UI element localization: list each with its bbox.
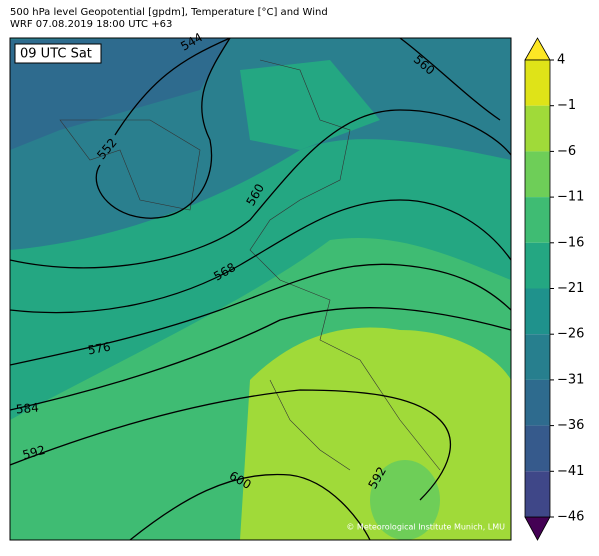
coastline [249,59,441,471]
contour [10,389,452,501]
colorbar-tick-label: −6 [557,144,576,159]
contour [10,263,511,366]
colorbar-segment [525,197,550,243]
contour-label: 592 [21,443,47,462]
colorbar-segment [525,105,550,152]
colorbar-tick-label: −46 [557,510,584,525]
map-frame [9,37,512,541]
credit: © Meteorological Institute Munich, LMU [346,523,505,532]
colorbar-segment [525,334,550,380]
colorbar-tick-label: −26 [557,327,584,342]
coastline [59,119,201,211]
contour [10,307,511,411]
contour-label: 584 [15,401,39,417]
colorbar-tick-label: 4 [557,53,565,68]
colorbar-segment [525,288,550,335]
colorbar-extend [524,516,551,541]
colorbar-segment [525,60,550,106]
title: 500 hPa level Geopotential [gpdm], Tempe… [10,7,328,18]
map: 09 UTC Sat 544 552 560 560 568 576 584 5… [9,30,512,541]
colorbar-segment [525,471,550,517]
warm-region [370,460,440,540]
warm-region [240,327,511,540]
contour [95,38,231,219]
colorbar-extend [524,37,551,61]
contour [114,38,231,136]
cold-region [10,38,230,150]
colorbar-tick-label: −11 [557,190,584,205]
colorbar-segment [525,379,550,426]
colorbar-segment [525,242,550,289]
contour [10,109,511,269]
contour-label: 576 [87,340,112,358]
colorbar-tick-label: −31 [557,372,584,387]
colorbar-segment [525,425,550,472]
colorbar-tick-label: −36 [557,418,584,433]
contour [10,199,511,314]
time-box [14,43,102,64]
colorbar-tick-label: −21 [557,281,584,296]
contour [129,473,371,540]
colorbar-segment [525,151,550,198]
time-label: 09 UTC Sat [20,47,92,62]
temp-region [240,60,380,150]
colorbar-tick-label: −1 [557,98,576,113]
subtitle: WRF 07.08.2019 18:00 UTC +63 [10,19,172,30]
colorbar-tick-label: −16 [557,235,584,250]
contour [399,38,501,121]
colorbar: 4 −1 −6 −11 −16 −21 −26 −31 −36 −41 −46 [524,37,584,541]
colorbar-tick-label: −41 [557,464,584,479]
